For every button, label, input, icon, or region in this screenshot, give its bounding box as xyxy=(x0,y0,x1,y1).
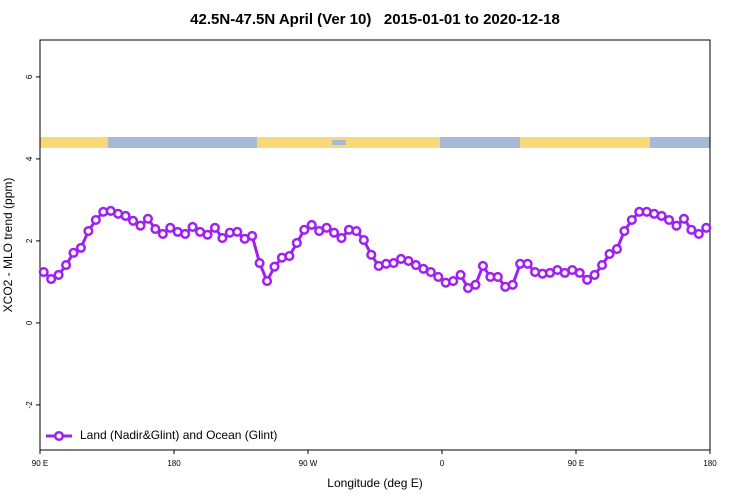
ocean-band xyxy=(332,140,346,145)
y-tick-label: 6 xyxy=(25,74,34,79)
x-tick-label: 90 E xyxy=(568,459,584,468)
point xyxy=(611,244,622,255)
point xyxy=(366,249,377,260)
point xyxy=(284,251,295,262)
point xyxy=(120,210,131,221)
point xyxy=(329,227,340,238)
point xyxy=(410,260,421,271)
point xyxy=(202,229,213,240)
point xyxy=(522,258,533,269)
y-tick-label: 4 xyxy=(25,156,34,161)
y-tick-label: 2 xyxy=(25,238,34,243)
x-tick-label: 0 xyxy=(440,459,445,468)
point xyxy=(90,214,101,226)
point xyxy=(187,221,198,233)
point xyxy=(247,230,258,242)
land-band xyxy=(40,137,108,148)
point xyxy=(306,219,317,230)
point xyxy=(358,235,369,246)
land-band xyxy=(257,137,440,148)
x-axis-label: Longitude (deg E) xyxy=(327,476,422,490)
point xyxy=(61,260,72,271)
point xyxy=(83,226,94,237)
x-tick-label: 90 W xyxy=(299,459,318,468)
point xyxy=(165,222,176,233)
point xyxy=(53,269,64,280)
point xyxy=(38,267,49,278)
point xyxy=(135,220,146,231)
point xyxy=(574,267,585,278)
point xyxy=(403,255,414,267)
point xyxy=(157,228,168,239)
point xyxy=(217,232,228,244)
point xyxy=(671,220,682,231)
point xyxy=(470,279,481,290)
land-band xyxy=(520,137,650,148)
point xyxy=(678,213,689,224)
point xyxy=(626,214,637,226)
point xyxy=(68,247,79,258)
point xyxy=(492,271,503,283)
y-axis-label: XCO2 - MLO trend (ppm) xyxy=(1,178,15,313)
point xyxy=(582,274,593,285)
plot-frame xyxy=(39,39,711,451)
point xyxy=(589,269,600,280)
point xyxy=(254,257,265,269)
land-ocean-strip xyxy=(40,137,710,148)
point xyxy=(686,224,697,235)
point xyxy=(388,257,399,269)
point xyxy=(291,237,302,248)
x-tick-label: 90 E xyxy=(32,459,48,468)
point xyxy=(150,223,161,235)
x-tick-label: 180 xyxy=(167,459,181,468)
point xyxy=(693,228,704,239)
chart-title: 42.5N-47.5N April (Ver 10) 2015-01-01 to… xyxy=(190,11,560,28)
point xyxy=(128,215,139,226)
point xyxy=(269,261,280,272)
point xyxy=(142,213,153,224)
point xyxy=(656,210,667,221)
point xyxy=(619,226,630,237)
point xyxy=(597,260,608,271)
point xyxy=(448,276,459,287)
legend-label: Land (Nadir&Glint) and Ocean (Glint) xyxy=(80,428,277,442)
point xyxy=(701,222,712,233)
point xyxy=(433,271,444,283)
point xyxy=(477,260,488,271)
point xyxy=(232,226,243,237)
point xyxy=(262,276,273,287)
point xyxy=(604,248,615,260)
point xyxy=(455,269,466,280)
point xyxy=(664,214,675,226)
point xyxy=(321,222,332,233)
point xyxy=(299,224,310,235)
y-tick-label: 0 xyxy=(25,320,34,325)
legend-marker xyxy=(53,430,65,442)
point xyxy=(336,232,347,244)
point xyxy=(425,267,436,278)
point xyxy=(507,279,518,290)
y-tick-label: -2 xyxy=(25,401,34,409)
point xyxy=(351,226,362,237)
x-tick-label: 180 xyxy=(703,459,717,468)
point xyxy=(46,273,57,285)
point xyxy=(75,242,86,253)
point xyxy=(180,228,191,239)
point xyxy=(209,222,220,233)
